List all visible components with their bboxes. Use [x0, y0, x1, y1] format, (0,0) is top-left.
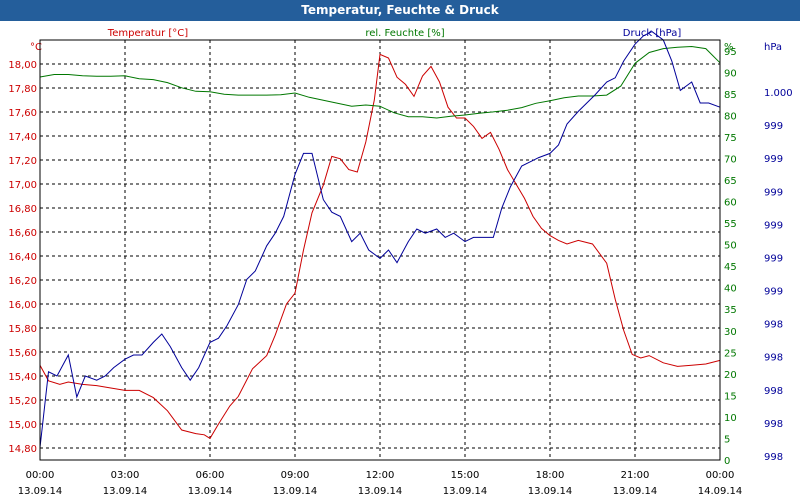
humidity-tick-label: 0: [724, 456, 730, 467]
pressure-tick-label: 998: [764, 419, 783, 430]
time-tick-label: 12:00: [366, 470, 395, 481]
time-tick-label: 00:00: [26, 470, 55, 481]
pressure-tick-label: 999: [764, 187, 783, 198]
humidity-tick-label: 40: [724, 284, 737, 295]
pressure-tick-label: 1.000: [764, 88, 793, 99]
date-tick-label: 14.09.14: [698, 486, 743, 497]
temperature-line: [39, 53, 721, 440]
time-tick-label: 18:00: [536, 470, 565, 481]
time-tick-label: 21:00: [621, 470, 650, 481]
temperature-tick-label: 14,80: [8, 444, 37, 455]
date-tick-label: 13.09.14: [613, 486, 658, 497]
pressure-tick-label: 998: [764, 353, 783, 364]
humidity-tick-label: 85: [724, 90, 737, 101]
time-tick-label: 00:00: [706, 470, 735, 481]
plot-frame: [39, 39, 721, 461]
temperature-tick-label: 16,80: [8, 204, 37, 215]
date-tick-label: 13.09.14: [443, 486, 488, 497]
date-tick-label: 13.09.14: [273, 486, 318, 497]
temperature-tick-label: 15,40: [8, 372, 37, 383]
temperature-tick-label: 15,20: [8, 396, 37, 407]
left-axis-unit: °C: [30, 42, 42, 53]
humidity-line: [39, 45, 721, 119]
humidity-tick-label: 10: [724, 413, 737, 424]
pressure-tick-label: 999: [764, 154, 783, 165]
pressure-tick-label: 998: [764, 452, 783, 463]
humidity-tick-label: 20: [724, 370, 737, 381]
temperature-tick-label: 16,60: [8, 228, 37, 239]
legend-humidity: rel. Feuchte [%]: [365, 28, 444, 39]
temperature-tick-label: 15,60: [8, 348, 37, 359]
temperature-tick-label: 16,00: [8, 300, 37, 311]
temperature-tick-label: 15,00: [8, 420, 37, 431]
pressure-line: [39, 31, 721, 448]
pressure-axis-unit: hPa: [764, 42, 782, 53]
humidity-tick-label: 45: [724, 262, 737, 273]
time-tick-label: 15:00: [451, 470, 480, 481]
date-tick-label: 13.09.14: [18, 486, 63, 497]
humidity-tick-label: 35: [724, 305, 737, 316]
temperature-tick-label: 17,60: [8, 108, 37, 119]
temperature-tick-label: 15,80: [8, 324, 37, 335]
date-tick-label: 13.09.14: [103, 486, 148, 497]
series-lines: [39, 31, 721, 448]
humidity-tick-label: 70: [724, 154, 737, 165]
temperature-tick-label: 17,20: [8, 156, 37, 167]
humidity-tick-label: 30: [724, 327, 737, 338]
temperature-tick-label: 17,80: [8, 84, 37, 95]
temperature-tick-label: 16,20: [8, 276, 37, 287]
humidity-tick-label: 50: [724, 241, 737, 252]
humidity-tick-label: 75: [724, 133, 737, 144]
date-tick-label: 13.09.14: [528, 486, 573, 497]
pressure-tick-labels: 1.000 999 999 999 999 999 999 998 998 998 998 998: [764, 88, 793, 463]
grid-lines: [40, 40, 720, 460]
humidity-tick-label: 60: [724, 198, 737, 209]
temperature-tick-label: 17,00: [8, 180, 37, 191]
pressure-tick-label: 998: [764, 320, 783, 331]
humidity-tick-label: 65: [724, 176, 737, 187]
humidity-tick-label: 55: [724, 219, 737, 230]
time-tick-label: 09:00: [281, 470, 310, 481]
date-tick-label: 13.09.14: [358, 486, 403, 497]
legend-pressure: Druck [hPa]: [623, 28, 682, 39]
pressure-tick-label: 998: [764, 386, 783, 397]
pressure-tick-label: 999: [764, 220, 783, 231]
humidity-tick-label: 95: [724, 47, 737, 58]
pressure-tick-label: 999: [764, 121, 783, 132]
time-tick-labels: 00:00 13.09.14 03:00 13.09.14 06:00 13.09.14 0…: [18, 470, 743, 497]
time-tick-label: 03:00: [111, 470, 140, 481]
pressure-tick-label: 999: [764, 287, 783, 298]
pressure-tick-label: 999: [764, 253, 783, 264]
humidity-tick-label: 15: [724, 391, 737, 402]
date-tick-label: 13.09.14: [188, 486, 233, 497]
window-title: Temperatur, Feuchte & Druck: [0, 0, 800, 21]
temperature-tick-labels: 18,00 17,80 17,60 17,40 17,20 17,00 16,80 16,60…: [8, 60, 37, 455]
time-tick-label: 06:00: [196, 470, 225, 481]
humidity-tick-label: 5: [724, 434, 730, 445]
legend-temperature: Temperatur [°C]: [107, 28, 188, 39]
humidity-axis-unit: %: [724, 42, 734, 53]
humidity-tick-label: 80: [724, 111, 737, 122]
temperature-tick-label: 18,00: [8, 60, 37, 71]
humidity-tick-label: 90: [724, 68, 737, 79]
temperature-tick-label: 17,40: [8, 132, 37, 143]
temperature-tick-label: 16,40: [8, 252, 37, 263]
humidity-tick-label: 25: [724, 348, 737, 359]
